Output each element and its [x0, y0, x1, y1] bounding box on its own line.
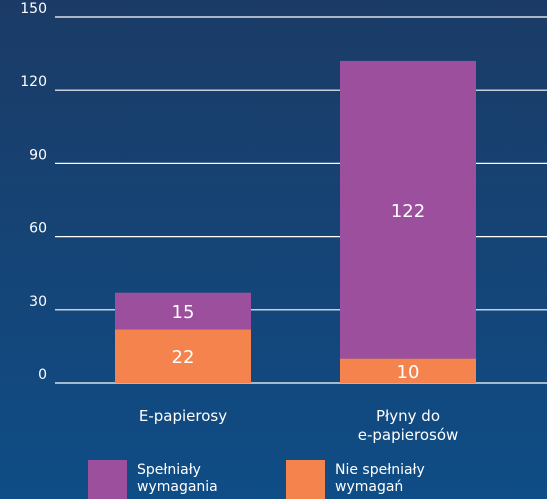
x-axis-categories: E-papierosy Płyny doe-papierosów — [139, 407, 458, 444]
y-axis-ticks: 0 30 60 90 120 150 — [20, 1, 47, 383]
data-label-series0-cat1: 10 — [397, 362, 420, 383]
category-label-0-line0: E-papierosy — [139, 407, 227, 425]
bars — [115, 60, 476, 383]
legend-swatch-1 — [286, 460, 325, 499]
category-label-1-line1: e-papierosów — [358, 426, 459, 444]
data-label-series1-cat0: 15 — [172, 302, 195, 323]
y-tick-label-120: 120 — [20, 74, 47, 90]
y-tick-label-0: 0 — [38, 367, 47, 383]
legend-swatch-0 — [88, 460, 127, 499]
y-tick-label-60: 60 — [29, 221, 47, 237]
legend-label-0-line0: Spełniały — [137, 462, 201, 478]
data-label-series1-cat1: 122 — [391, 201, 425, 222]
legend-label-1-line0: Nie spełniały — [335, 462, 425, 478]
data-label-series0-cat0: 22 — [172, 347, 195, 368]
bar-series1-cat0 — [115, 292, 251, 330]
legend-label-0-line1: wymagania — [137, 479, 218, 495]
y-tick-label-150: 150 — [20, 1, 47, 17]
category-label-1-line0: Płyny do — [376, 407, 440, 425]
bar-series1-cat1 — [340, 60, 476, 359]
bar-series0-cat1 — [340, 358, 476, 383]
y-tick-label-30: 30 — [29, 294, 47, 310]
y-tick-label-90: 90 — [29, 147, 47, 163]
bar-series0-cat0 — [115, 329, 251, 383]
data-labels: 22 10 15 122 — [172, 201, 426, 383]
legend-label-1-line1: wymagań — [335, 479, 403, 495]
